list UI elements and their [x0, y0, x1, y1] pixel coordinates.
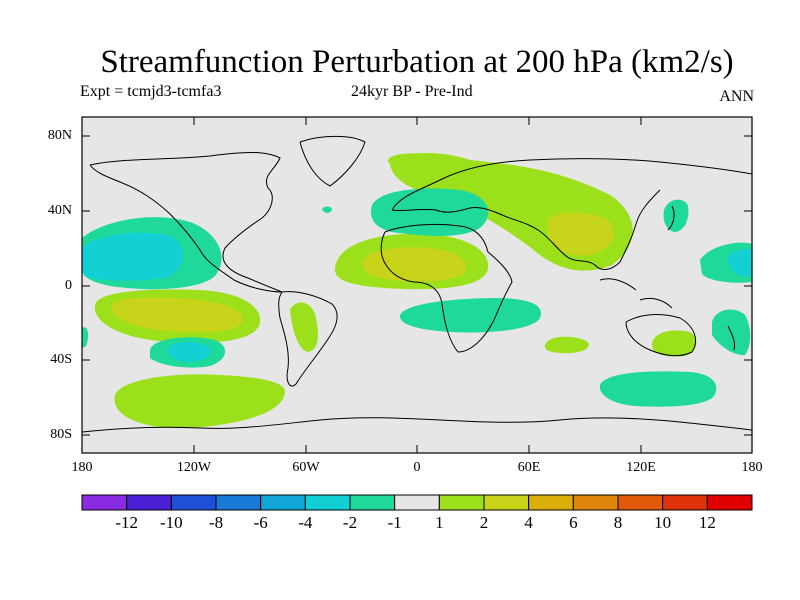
colorbar-label: 12	[698, 513, 716, 532]
lat-label-80n: 80N	[47, 128, 72, 143]
colorbar-swatch	[617, 494, 664, 511]
experiment-label: Expt = tcmjd3-tcmfa3	[80, 83, 222, 100]
colorbar-label: -8	[208, 513, 224, 532]
positive-anomaly-south-america-pacific	[290, 302, 318, 352]
strong-anomaly-asia	[548, 212, 614, 256]
contour-fills	[82, 153, 752, 429]
colorbar-swatch	[81, 494, 128, 511]
period-label: 24kyr BP - Pre-Ind	[351, 83, 473, 100]
colorbar-label: 6	[569, 513, 578, 532]
strong-anomaly-north-africa	[361, 247, 467, 282]
colorbar-label: -6	[253, 513, 268, 532]
positive-anomaly-southern-ocean	[114, 374, 286, 429]
colorbar-label: 10	[654, 513, 672, 532]
colorbar	[81, 494, 753, 511]
coastline-japan	[667, 205, 675, 231]
lat-label-80s: 80S	[50, 427, 72, 442]
colorbar-label: 8	[613, 513, 623, 532]
coastline-south-america	[278, 291, 338, 387]
colorbar-swatch	[170, 494, 217, 511]
coastline-antarctica	[82, 417, 752, 433]
colorbar-label: 2	[479, 513, 489, 532]
coastline-eurasia	[391, 158, 752, 270]
lon-label-60w: 60W	[292, 460, 320, 475]
stronger-negative-south-pacific	[167, 342, 211, 362]
coastline-africa	[380, 223, 513, 353]
coastline-greenland	[299, 135, 366, 187]
lon-label-180e: 180	[741, 460, 763, 475]
colorbar-swatch	[215, 494, 262, 511]
lat-label-eq: 0	[65, 278, 72, 293]
coastline-australia	[625, 314, 696, 357]
colorbar-swatch	[304, 494, 351, 511]
colorbar-swatch	[349, 494, 396, 511]
lat-label-40n: 40N	[47, 203, 72, 218]
chart-title: Streamfunction Perturbation at 200 hPa (…	[100, 44, 734, 80]
coastline-southeast-asia	[599, 278, 673, 309]
colorbar-label: -2	[342, 513, 358, 532]
colorbar-swatch	[706, 494, 753, 511]
negative-anomaly-europe-fleck	[322, 206, 332, 213]
lon-label-120w: 120W	[176, 460, 212, 475]
colorbar-label: 1	[435, 513, 444, 532]
positive-anomaly-arctic-strip	[387, 153, 441, 166]
lon-label-180w: 180	[71, 460, 93, 475]
colorbar-swatch	[126, 494, 172, 511]
colorbar-label: -12	[115, 513, 138, 532]
coastline-new-zealand	[727, 325, 735, 351]
positive-anomaly-indian-ocean-south	[544, 336, 589, 354]
positive-anomaly-australia	[652, 330, 697, 357]
negative-anomaly-japan	[663, 199, 689, 232]
colorbar-swatch	[394, 494, 440, 511]
colorbar-swatch	[438, 494, 485, 511]
lon-label-60e: 60E	[517, 460, 541, 475]
season-label: ANN	[719, 88, 754, 105]
colorbar-swatch	[528, 494, 574, 511]
colorbar-swatch	[483, 494, 530, 511]
colorbar-swatch	[260, 494, 306, 511]
negative-anomaly-south-atlantic	[399, 298, 541, 333]
stronger-negative-west-pacific	[728, 248, 752, 277]
colorbar-label: -10	[159, 513, 183, 532]
lon-label-120e: 120E	[626, 460, 656, 475]
colorbar-label: 4	[524, 513, 533, 532]
colorbar-label: -4	[298, 513, 313, 532]
axis-ticks	[82, 117, 752, 453]
negative-anomaly-southern-indian-ocean	[599, 371, 717, 407]
negative-anomaly-south-america-west	[82, 327, 89, 348]
strong-anomaly-south-pacific	[111, 297, 243, 333]
stronger-negative-north-pacific	[82, 232, 183, 281]
colorbar-swatch	[572, 494, 619, 511]
coastline-north-america	[89, 152, 283, 293]
colorbar-label: -1	[387, 513, 402, 532]
lat-label-40s: 40S	[50, 352, 72, 367]
coastlines	[82, 135, 752, 433]
lon-label-0: 0	[413, 460, 421, 475]
colorbar-swatch	[662, 494, 708, 511]
